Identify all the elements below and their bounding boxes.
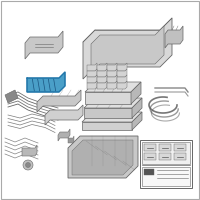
Polygon shape	[58, 129, 70, 141]
Polygon shape	[87, 75, 97, 83]
Polygon shape	[107, 81, 117, 89]
Polygon shape	[83, 18, 172, 79]
Polygon shape	[37, 90, 81, 112]
Polygon shape	[97, 81, 107, 89]
Bar	[174, 144, 186, 151]
Polygon shape	[165, 26, 183, 48]
Polygon shape	[117, 69, 127, 77]
Polygon shape	[68, 136, 74, 143]
Polygon shape	[107, 75, 117, 83]
Polygon shape	[107, 63, 117, 71]
Bar	[144, 153, 156, 160]
Polygon shape	[82, 122, 132, 130]
Polygon shape	[5, 90, 18, 103]
Polygon shape	[97, 75, 107, 83]
Polygon shape	[97, 63, 107, 71]
Polygon shape	[22, 145, 37, 156]
Polygon shape	[84, 98, 142, 108]
Polygon shape	[132, 112, 142, 130]
Polygon shape	[91, 26, 164, 73]
Polygon shape	[132, 98, 142, 118]
Circle shape	[26, 162, 30, 168]
Polygon shape	[97, 69, 107, 77]
Bar	[142, 142, 190, 164]
Polygon shape	[27, 72, 65, 92]
Polygon shape	[68, 136, 138, 178]
Bar	[144, 144, 156, 151]
Circle shape	[23, 160, 33, 170]
Polygon shape	[87, 69, 97, 77]
Polygon shape	[87, 81, 97, 89]
Polygon shape	[72, 140, 133, 175]
Polygon shape	[85, 92, 131, 104]
Polygon shape	[87, 63, 97, 71]
Bar	[174, 153, 186, 160]
Bar	[159, 153, 171, 160]
Polygon shape	[117, 63, 127, 71]
Polygon shape	[107, 69, 117, 77]
Polygon shape	[82, 112, 142, 122]
Polygon shape	[117, 75, 127, 83]
Polygon shape	[131, 82, 141, 104]
Polygon shape	[25, 31, 63, 59]
Polygon shape	[85, 82, 141, 92]
Polygon shape	[84, 108, 132, 118]
Bar	[142, 167, 190, 186]
Polygon shape	[45, 105, 83, 125]
Bar	[159, 144, 171, 151]
Polygon shape	[117, 81, 127, 89]
Bar	[144, 169, 154, 175]
Bar	[140, 140, 192, 188]
